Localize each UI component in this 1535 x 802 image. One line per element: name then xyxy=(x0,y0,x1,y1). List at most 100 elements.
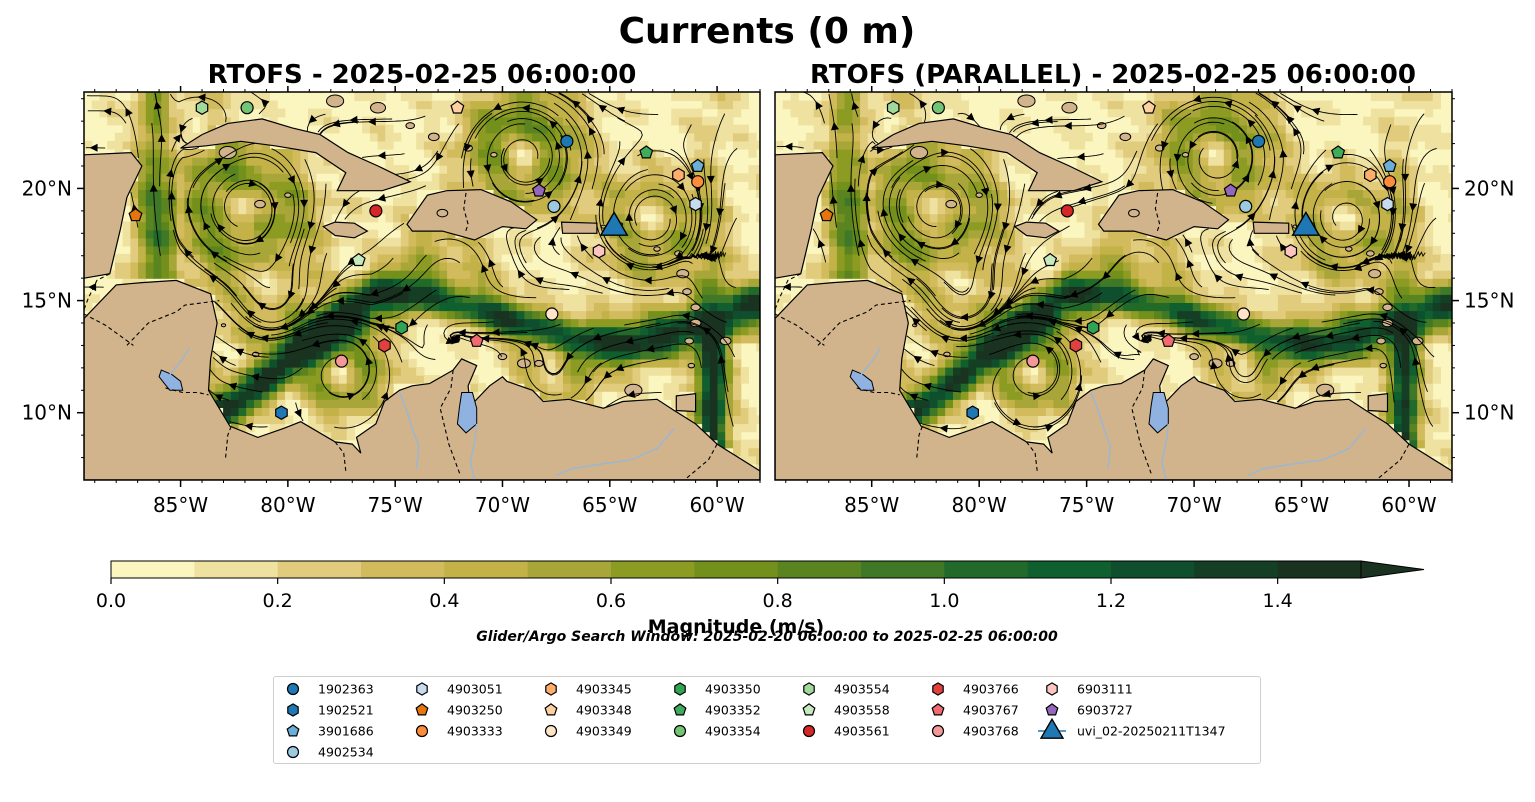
colorbar-segment xyxy=(111,561,195,578)
legend-label: 4903350 xyxy=(705,682,761,697)
streamline-arrow xyxy=(862,193,871,202)
streamline-arrow xyxy=(1214,274,1223,283)
platform-marker xyxy=(1382,158,1397,172)
legend-label: 3901686 xyxy=(318,724,374,739)
lon-tick-label: 80°W xyxy=(260,493,315,517)
platform-marker xyxy=(560,134,574,148)
streamline-arrow xyxy=(1186,259,1195,269)
streamline-arrow xyxy=(1291,201,1299,210)
streamline-arrow xyxy=(646,344,655,353)
streamline-arrow xyxy=(906,277,916,286)
streamline-arrow xyxy=(1166,169,1175,179)
legend-entry: 4903554 xyxy=(803,682,890,697)
streamlines xyxy=(84,92,738,431)
island xyxy=(218,146,237,160)
streamline-arrow xyxy=(717,355,726,364)
legend-marker-icon xyxy=(286,682,300,696)
streamline-arrow xyxy=(625,336,634,345)
island xyxy=(516,358,531,369)
platform-markers xyxy=(128,100,705,420)
legend-marker-icon xyxy=(673,703,687,716)
streamline-arrow xyxy=(1112,351,1122,359)
platform-marker xyxy=(691,175,705,189)
river xyxy=(1247,427,1367,477)
streamline-arrow xyxy=(966,112,975,121)
legend-marker-icon xyxy=(286,745,300,759)
island xyxy=(682,288,692,296)
legend-label: 4903250 xyxy=(447,703,503,718)
landmass xyxy=(406,188,538,241)
streamline-arrow xyxy=(153,100,162,110)
streamline-arrow xyxy=(548,237,556,246)
island xyxy=(254,199,266,209)
streamline-arrow xyxy=(595,198,604,207)
streamline-arrow xyxy=(1192,94,1202,103)
lon-tick-label: 75°W xyxy=(1059,493,1114,517)
streamline-arrow xyxy=(1293,127,1301,137)
streamline-arrow xyxy=(857,238,866,248)
streamline-arrow xyxy=(218,355,228,364)
streamline-arrow xyxy=(702,327,712,336)
legend-marker-icon xyxy=(286,724,300,737)
streamline-arrow xyxy=(929,349,939,358)
streamline-arrow xyxy=(1379,312,1388,321)
lon-tick-label: 70°W xyxy=(1166,493,1221,517)
island xyxy=(1382,303,1393,312)
streamline-arrow xyxy=(89,143,98,152)
landmass xyxy=(1252,221,1290,234)
streamline-arrow xyxy=(1365,286,1375,295)
streamline-arrow xyxy=(1005,297,1015,306)
colorbar-tick-label: 1.4 xyxy=(1263,590,1293,612)
legend-entry: 4903767 xyxy=(931,703,1019,718)
streamline-arrow xyxy=(520,347,528,357)
country-border xyxy=(165,387,209,396)
streamline-arrow xyxy=(992,323,1001,332)
lake xyxy=(158,369,184,391)
streamline-arrow xyxy=(214,157,224,166)
streamline-arrow xyxy=(197,93,206,102)
country-border xyxy=(1378,443,1410,479)
streamline-arrow xyxy=(488,258,496,268)
streamline-arrow xyxy=(1074,382,1083,392)
streamline-arrow xyxy=(1372,200,1381,210)
streamline-arrow xyxy=(676,182,685,191)
streamline-arrow xyxy=(367,117,376,126)
lon-tick-label: 65°W xyxy=(582,493,637,517)
country-border xyxy=(775,313,825,346)
legend-entry: 3901686 xyxy=(286,724,374,739)
streamline-arrow xyxy=(940,335,950,343)
streamline-arrow xyxy=(346,392,356,401)
panel-title-rtofs-parallel: RTOFS (PARALLEL) - 2025-02-25 06:00:00 xyxy=(810,60,1416,90)
country-border xyxy=(84,313,134,346)
platform-marker xyxy=(1331,145,1346,159)
landmass xyxy=(560,221,598,234)
colorbar-segment xyxy=(1111,561,1195,578)
streamline-arrow xyxy=(1325,331,1334,340)
streamline-arrow xyxy=(981,187,989,197)
streamline-arrow xyxy=(1246,238,1255,247)
streamline-arrow xyxy=(1073,317,1082,325)
streamline-arrow xyxy=(975,255,984,264)
lat-tick-label: 15°N xyxy=(1464,289,1514,313)
streamline-arrow xyxy=(246,309,256,319)
streamline-arrow xyxy=(1069,290,1079,298)
river xyxy=(1090,392,1112,469)
country-border xyxy=(856,387,900,396)
legend-label: 4903768 xyxy=(963,724,1019,739)
island xyxy=(1189,353,1199,361)
platform-marker xyxy=(275,405,288,420)
colorbar-label: Magnitude (m/s) xyxy=(648,616,825,638)
streamline-arrow xyxy=(1105,309,1115,318)
land xyxy=(84,92,760,480)
legend-entry: 1902363 xyxy=(286,682,374,697)
streamline-arrow xyxy=(1291,332,1301,340)
streamline-arrow xyxy=(166,168,175,178)
legend-label: 4903558 xyxy=(834,703,890,718)
streamline-arrow xyxy=(625,263,635,271)
streamline-arrow xyxy=(466,170,475,179)
streamline-arrow xyxy=(1286,115,1295,125)
streamline-arrow xyxy=(1102,271,1111,280)
landmass xyxy=(322,221,369,239)
river xyxy=(469,423,478,480)
streamline-arrow xyxy=(570,271,579,279)
